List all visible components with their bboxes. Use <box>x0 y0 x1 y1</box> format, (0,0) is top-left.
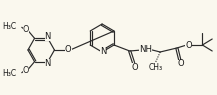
Text: H₃C: H₃C <box>3 22 17 31</box>
Text: O: O <box>23 66 29 75</box>
Text: N: N <box>100 46 106 55</box>
Text: CH₃: CH₃ <box>148 63 162 72</box>
Text: O: O <box>65 46 72 55</box>
Text: N: N <box>45 59 51 68</box>
Text: O: O <box>178 59 184 68</box>
Text: H₃C: H₃C <box>3 69 17 78</box>
Text: O: O <box>185 40 192 49</box>
Text: O: O <box>23 25 29 34</box>
Text: N: N <box>45 32 51 41</box>
Text: NH: NH <box>139 44 152 53</box>
Text: O: O <box>131 63 138 72</box>
